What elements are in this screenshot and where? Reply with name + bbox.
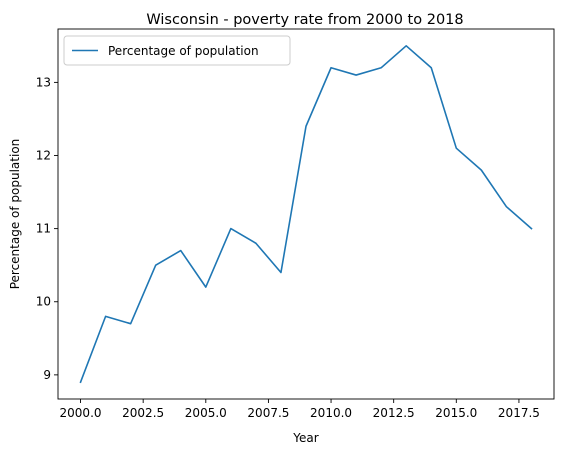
y-tick-label: 11 xyxy=(36,222,51,236)
x-tick-label: 2015.0 xyxy=(435,406,477,420)
series-line-percentage-of-population xyxy=(79,45,533,384)
chart-title: Wisconsin - poverty rate from 2000 to 20… xyxy=(146,12,463,28)
y-axis-label: Percentage of population xyxy=(8,139,22,290)
y-tick-label: 10 xyxy=(36,295,51,309)
x-tick-label: 2017.5 xyxy=(498,406,540,420)
x-axis-label: Year xyxy=(292,431,318,445)
x-tick-label: 2005.0 xyxy=(185,406,227,420)
x-tick-label: 2010.0 xyxy=(310,406,352,420)
plot-area-frame xyxy=(57,28,555,400)
x-axis-ticks: 2000.0 2002.5 2005.0 2007.5 2010.0 2012.5 2015… xyxy=(60,399,540,420)
legend-box xyxy=(63,35,291,66)
y-axis-ticks: 9 10 11 12 13 xyxy=(36,75,58,382)
y-tick-label: 12 xyxy=(36,149,51,163)
x-tick-label: 2002.5 xyxy=(122,406,164,420)
x-tick-label: 2000.0 xyxy=(60,406,102,420)
legend: Percentage of population xyxy=(63,35,291,66)
y-tick-label: 9 xyxy=(43,368,51,382)
legend-label-percentage-of-population: Percentage of population xyxy=(108,44,259,58)
x-tick-label: 2012.5 xyxy=(373,406,415,420)
x-tick-label: 2007.5 xyxy=(247,406,289,420)
y-tick-label: 13 xyxy=(36,75,51,89)
